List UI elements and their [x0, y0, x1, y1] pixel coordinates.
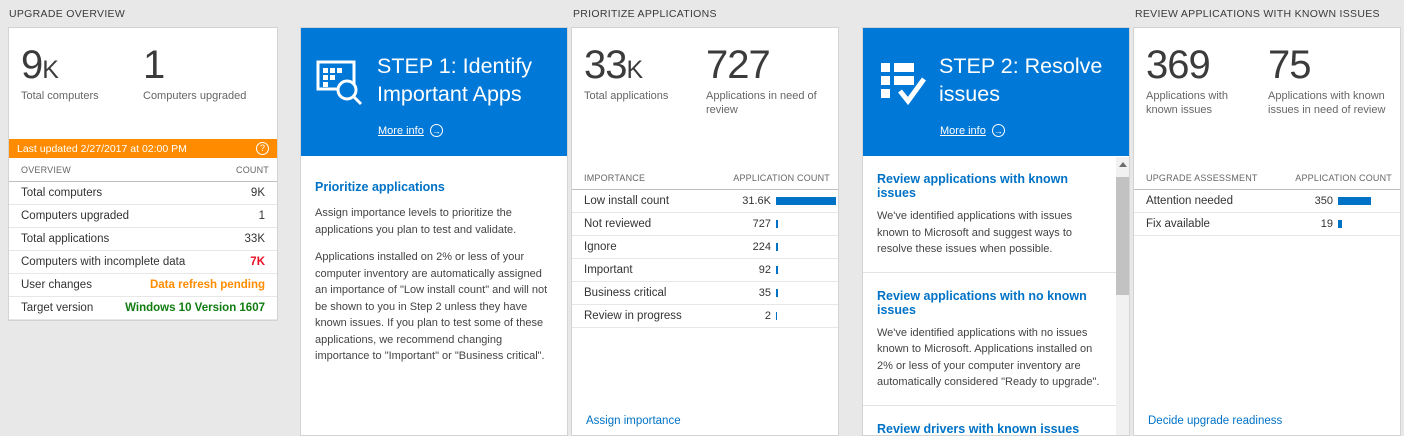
table-row[interactable]: Fix available 19	[1134, 213, 1400, 236]
importance-col-label: IMPORTANCE	[584, 172, 646, 183]
step2-body: Review applications with known issues We…	[863, 156, 1116, 435]
stat-apps-need-review-value: 727	[706, 43, 771, 87]
table-row[interactable]: Review in progress 2	[572, 305, 838, 328]
overview-col-count: COUNT	[236, 164, 269, 175]
importance-col-count: APPLICATION COUNT	[733, 172, 830, 183]
importance-table: IMPORTANCE APPLICATION COUNT Low install…	[572, 166, 838, 328]
help-icon[interactable]: ?	[256, 142, 269, 155]
step1-tile[interactable]: STEP 1: Identify Important Apps More inf…	[301, 28, 567, 156]
review-drivers-known-issues-link[interactable]: Review drivers with known issues	[877, 421, 1080, 436]
table-row[interactable]: Ignore 224	[572, 236, 838, 259]
review-apps-no-known-issues-link[interactable]: Review applications with no known issues	[877, 288, 1087, 317]
stat-computers-upgraded-label: Computers upgraded	[143, 90, 247, 102]
table-row: User changes Data refresh pending	[9, 274, 277, 297]
table-row[interactable]: Low install count 31.6K	[572, 190, 838, 213]
table-row: Total applications 33K	[9, 228, 277, 251]
prioritize-applications-heading[interactable]: Prioritize applications	[315, 180, 445, 194]
step1-paragraph-2: Applications installed on 2% or less of …	[315, 251, 548, 362]
count-bar	[1338, 197, 1400, 205]
known-issues-stats: 369 Applications with known issues 75 Ap…	[1134, 28, 1400, 139]
resolve-issues-icon	[878, 60, 927, 111]
scrollbar-thumb[interactable]	[1116, 177, 1129, 295]
arrow-right-icon: →	[429, 124, 443, 137]
upgrade-overview-panel: 9K Total computers 1 Computers upgraded …	[8, 27, 278, 321]
review-apps-known-issues-text: We've identified applications with issue…	[877, 210, 1073, 255]
stat-apps-need-review-label: Applications in need of review	[706, 90, 817, 117]
stat-total-computers-label: Total computers	[21, 90, 99, 102]
section-header-review-known-issues: REVIEW APPLICATIONS WITH KNOWN ISSUES	[1135, 8, 1380, 20]
step2-scrollbar[interactable]	[1116, 157, 1129, 435]
count-bar	[776, 266, 838, 274]
last-updated-text: Last updated 2/27/2017 at 02:00 PM	[17, 142, 187, 155]
count-bar	[776, 243, 838, 251]
step1-paragraph-1: Assign importance levels to prioritize t…	[315, 207, 517, 236]
known-issues-panel: 369 Applications with known issues 75 Ap…	[1133, 27, 1401, 436]
importance-stats: 33K Total applications 727 Applications …	[572, 28, 838, 139]
stat-apps-with-known-issues-value: 369	[1146, 43, 1211, 87]
stat-apps-with-known-issues-label: Applications with known issues	[1146, 90, 1228, 117]
assessment-col-count: APPLICATION COUNT	[1295, 172, 1392, 183]
count-bar	[1338, 220, 1400, 228]
assessment-table: UPGRADE ASSESSMENT APPLICATION COUNT Att…	[1134, 166, 1400, 236]
overview-table-header: OVERVIEW COUNT	[9, 158, 277, 182]
count-bar	[776, 312, 838, 320]
last-updated-bar: Last updated 2/27/2017 at 02:00 PM ?	[9, 139, 277, 158]
identify-apps-icon	[316, 60, 364, 111]
status-value-ok: Windows 10 Version 1607	[125, 302, 265, 314]
step1-panel: STEP 1: Identify Important Apps More inf…	[300, 27, 568, 436]
step1-more-info-link[interactable]: More info →	[378, 124, 443, 137]
stat-computers-upgraded[interactable]: 1 Computers upgraded	[143, 44, 265, 139]
step1-body: Prioritize applications Assign importanc…	[301, 156, 567, 365]
stat-known-issues-need-review-label: Applications with known issues in need o…	[1268, 90, 1386, 117]
stat-total-applications[interactable]: 33K Total applications	[584, 44, 706, 139]
overview-table: OVERVIEW COUNT Total computers 9K Comput…	[9, 158, 277, 320]
step2-section-apps-known-issues: Review applications with known issues We…	[863, 156, 1116, 273]
table-row: Total computers 9K	[9, 182, 277, 205]
stat-total-computers[interactable]: 9K Total computers	[21, 44, 143, 139]
count-bar	[776, 197, 838, 205]
step2-tile[interactable]: STEP 2: Resolve issues More info →	[863, 28, 1129, 156]
importance-panel: 33K Total applications 727 Applications …	[571, 27, 839, 436]
table-row: Computers with incomplete data 7K	[9, 251, 277, 274]
table-row[interactable]: Business critical 35	[572, 282, 838, 305]
count-bar	[776, 220, 838, 228]
table-row[interactable]: Attention needed 350	[1134, 190, 1400, 213]
scroll-up-button[interactable]	[1116, 157, 1129, 171]
scroll-up-arrow-icon	[1118, 161, 1127, 167]
step2-more-info-link[interactable]: More info →	[940, 124, 1005, 137]
table-row[interactable]: Important 92	[572, 259, 838, 282]
stat-known-issues-need-review[interactable]: 75 Applications with known issues in nee…	[1268, 44, 1388, 139]
overview-col-label: OVERVIEW	[21, 164, 71, 175]
status-value-error: 7K	[250, 256, 265, 268]
stat-total-applications-value: 33K	[584, 43, 644, 87]
section-header-upgrade-overview: UPGRADE OVERVIEW	[9, 8, 126, 20]
assign-importance-link[interactable]: Assign importance	[586, 415, 681, 427]
review-apps-known-issues-link[interactable]: Review applications with known issues	[877, 172, 1069, 200]
step2-title: STEP 2: Resolve issues	[939, 54, 1103, 107]
stat-total-computers-value: 9K	[21, 43, 59, 87]
step2-panel: STEP 2: Resolve issues More info → Revie…	[862, 27, 1130, 436]
importance-table-header: IMPORTANCE APPLICATION COUNT	[572, 166, 838, 190]
status-value-warning: Data refresh pending	[149, 279, 265, 291]
stat-apps-need-review[interactable]: 727 Applications in need of review	[706, 44, 826, 139]
table-row: Target version Windows 10 Version 1607	[9, 297, 277, 320]
step1-title: STEP 1: Identify Important Apps	[377, 54, 532, 107]
stat-total-applications-label: Total applications	[584, 90, 669, 102]
step2-section-drivers-known-issues: Review drivers with known issues We've i…	[863, 406, 1116, 436]
decide-upgrade-readiness-link[interactable]: Decide upgrade readiness	[1148, 415, 1283, 427]
count-bar	[776, 289, 838, 297]
step2-section-apps-no-known-issues: Review applications with no known issues…	[863, 273, 1116, 406]
overview-stats: 9K Total computers 1 Computers upgraded	[9, 28, 277, 139]
review-apps-no-known-issues-text: We've identified applications with no is…	[877, 326, 1100, 389]
stat-computers-upgraded-value: 1	[143, 43, 165, 87]
section-header-prioritize-applications: PRIORITIZE APPLICATIONS	[573, 8, 717, 20]
stat-apps-with-known-issues[interactable]: 369 Applications with known issues	[1146, 44, 1268, 139]
stat-known-issues-need-review-value: 75	[1268, 43, 1311, 87]
table-row: Computers upgraded 1	[9, 205, 277, 228]
table-row[interactable]: Not reviewed 727	[572, 213, 838, 236]
assessment-col-label: UPGRADE ASSESSMENT	[1146, 172, 1258, 183]
arrow-right-icon: →	[991, 124, 1005, 137]
assessment-table-header: UPGRADE ASSESSMENT APPLICATION COUNT	[1134, 166, 1400, 190]
